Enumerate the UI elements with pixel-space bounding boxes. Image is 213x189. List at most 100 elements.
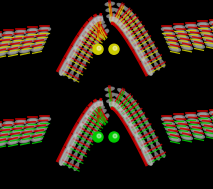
Ellipse shape xyxy=(197,22,209,26)
Ellipse shape xyxy=(167,38,174,40)
Ellipse shape xyxy=(82,47,87,54)
Ellipse shape xyxy=(117,95,124,100)
Ellipse shape xyxy=(135,134,145,150)
Ellipse shape xyxy=(24,44,30,47)
Ellipse shape xyxy=(3,32,14,36)
Ellipse shape xyxy=(115,18,122,26)
Ellipse shape xyxy=(201,29,209,30)
Ellipse shape xyxy=(94,32,102,35)
Ellipse shape xyxy=(177,32,184,33)
Ellipse shape xyxy=(0,142,4,145)
Ellipse shape xyxy=(191,125,199,127)
Ellipse shape xyxy=(68,135,76,149)
Ellipse shape xyxy=(196,135,202,137)
Ellipse shape xyxy=(26,33,36,38)
Ellipse shape xyxy=(170,133,176,135)
Ellipse shape xyxy=(155,153,159,160)
Ellipse shape xyxy=(177,122,184,124)
Ellipse shape xyxy=(166,37,177,41)
Ellipse shape xyxy=(91,119,96,126)
Ellipse shape xyxy=(34,42,45,46)
Ellipse shape xyxy=(0,33,3,37)
Ellipse shape xyxy=(170,43,176,45)
Ellipse shape xyxy=(147,138,152,145)
Ellipse shape xyxy=(201,122,213,127)
Ellipse shape xyxy=(88,38,93,44)
Ellipse shape xyxy=(191,35,199,37)
Ellipse shape xyxy=(13,131,20,133)
Ellipse shape xyxy=(142,29,147,36)
Ellipse shape xyxy=(208,43,213,46)
Ellipse shape xyxy=(109,102,114,106)
Ellipse shape xyxy=(177,35,189,40)
Ellipse shape xyxy=(96,123,101,130)
Ellipse shape xyxy=(151,56,156,63)
Ellipse shape xyxy=(63,158,68,165)
Ellipse shape xyxy=(131,99,136,106)
Circle shape xyxy=(113,134,117,138)
Ellipse shape xyxy=(153,46,157,53)
Ellipse shape xyxy=(24,134,30,137)
Ellipse shape xyxy=(94,101,101,108)
Ellipse shape xyxy=(92,108,98,114)
Ellipse shape xyxy=(69,71,73,78)
Ellipse shape xyxy=(100,117,105,123)
Ellipse shape xyxy=(6,122,13,125)
Ellipse shape xyxy=(34,132,45,136)
Ellipse shape xyxy=(85,142,89,149)
Ellipse shape xyxy=(90,18,98,26)
Ellipse shape xyxy=(115,105,121,111)
Ellipse shape xyxy=(139,24,144,31)
Ellipse shape xyxy=(79,139,84,146)
Ellipse shape xyxy=(143,59,152,75)
Ellipse shape xyxy=(23,38,35,43)
Ellipse shape xyxy=(112,16,118,23)
Ellipse shape xyxy=(105,2,113,6)
Ellipse shape xyxy=(95,32,103,35)
Ellipse shape xyxy=(176,116,183,119)
Ellipse shape xyxy=(36,37,46,41)
Ellipse shape xyxy=(96,20,104,23)
Ellipse shape xyxy=(0,52,4,55)
Ellipse shape xyxy=(76,146,81,153)
Ellipse shape xyxy=(180,130,190,135)
Ellipse shape xyxy=(149,40,154,47)
Ellipse shape xyxy=(125,7,131,13)
Ellipse shape xyxy=(12,136,19,138)
Ellipse shape xyxy=(96,104,103,109)
Ellipse shape xyxy=(0,47,6,50)
Circle shape xyxy=(109,44,119,54)
Ellipse shape xyxy=(106,9,114,12)
Ellipse shape xyxy=(135,128,140,135)
Ellipse shape xyxy=(177,125,189,130)
Ellipse shape xyxy=(91,131,95,138)
Ellipse shape xyxy=(10,135,20,139)
Ellipse shape xyxy=(78,67,82,74)
Ellipse shape xyxy=(128,20,134,26)
Ellipse shape xyxy=(127,95,133,101)
Ellipse shape xyxy=(187,25,194,27)
Ellipse shape xyxy=(85,23,94,32)
Ellipse shape xyxy=(10,45,20,49)
Ellipse shape xyxy=(137,107,142,114)
Ellipse shape xyxy=(3,37,10,40)
Ellipse shape xyxy=(16,30,26,34)
Ellipse shape xyxy=(85,128,90,135)
Circle shape xyxy=(97,46,101,50)
Ellipse shape xyxy=(20,138,30,143)
Ellipse shape xyxy=(39,27,50,31)
Ellipse shape xyxy=(164,28,170,30)
Ellipse shape xyxy=(118,89,125,93)
Ellipse shape xyxy=(79,29,89,39)
Ellipse shape xyxy=(155,63,159,70)
Ellipse shape xyxy=(93,116,98,123)
Ellipse shape xyxy=(122,14,129,20)
Ellipse shape xyxy=(197,112,209,116)
Ellipse shape xyxy=(191,129,202,133)
Ellipse shape xyxy=(203,33,210,36)
Ellipse shape xyxy=(107,93,115,96)
Ellipse shape xyxy=(176,30,187,35)
Ellipse shape xyxy=(136,135,144,149)
Ellipse shape xyxy=(95,105,103,108)
Ellipse shape xyxy=(118,18,125,24)
